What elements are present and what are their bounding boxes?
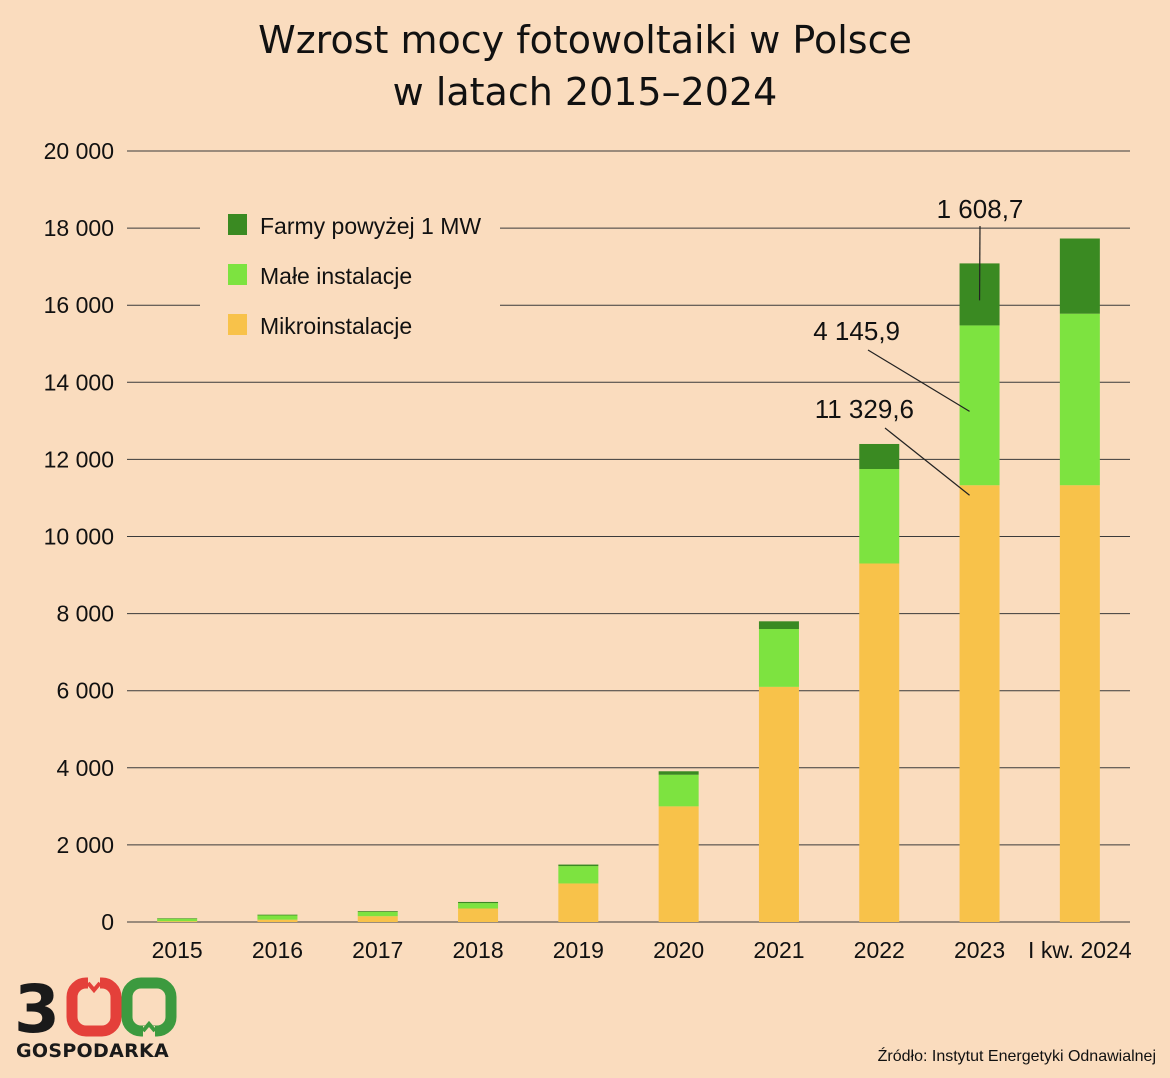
bar-segment <box>1059 485 1100 922</box>
bar-segment <box>758 686 799 922</box>
annotation-leader-line <box>884 427 970 496</box>
legend-label: Małe instalacje <box>260 263 412 289</box>
y-tick-label: 0 <box>101 909 114 935</box>
x-tick-label: 2021 <box>753 937 804 963</box>
bar-segment <box>558 866 599 884</box>
bar-segment <box>558 883 599 922</box>
bar-segment <box>357 911 398 917</box>
legend-swatch <box>228 314 247 335</box>
bars <box>157 238 1100 922</box>
y-tick-label: 10 000 <box>44 524 114 550</box>
logo-digits: 3 <box>14 976 177 1038</box>
y-tick-label: 8 000 <box>56 601 114 627</box>
y-tick-label: 14 000 <box>44 369 114 395</box>
x-tick-label: 2018 <box>452 937 503 963</box>
x-tick-label: 2019 <box>553 937 604 963</box>
x-tick-label: 2017 <box>352 937 403 963</box>
x-tick-label: 2016 <box>252 937 303 963</box>
bar-segment <box>257 914 298 916</box>
logo-text: GOSPODARKA <box>16 1040 170 1062</box>
x-tick-label: 2020 <box>653 937 704 963</box>
y-axis-ticks: 0 2 000 4 000 6 000 8 000 10 000 12 000 14 000 1… <box>44 138 114 935</box>
bar-segment <box>257 919 298 922</box>
y-tick-label: 2 000 <box>56 832 114 858</box>
x-tick-label: 2022 <box>854 937 905 963</box>
y-tick-label: 18 000 <box>44 215 114 241</box>
bar-segment <box>758 621 799 630</box>
bar-segment <box>157 918 198 919</box>
bar-segment <box>658 771 699 775</box>
bar-segment <box>959 485 1000 922</box>
y-tick-label: 16 000 <box>44 292 114 318</box>
bar-segment <box>658 806 699 922</box>
logo-digit-3: 3 <box>14 976 60 1038</box>
legend-swatch <box>228 214 247 235</box>
y-tick-label: 6 000 <box>56 678 114 704</box>
bar-segment <box>357 911 398 912</box>
bar-segment <box>859 443 900 470</box>
legend-label: Farmy powyżej 1 MW <box>260 213 481 239</box>
y-tick-label: 4 000 <box>56 755 114 781</box>
legend-swatch <box>228 264 247 285</box>
y-tick-label: 20 000 <box>44 138 114 164</box>
bar-segment <box>558 864 599 867</box>
bar-segment <box>458 901 499 904</box>
annotation-label: 1 608,7 <box>937 194 1024 224</box>
logo-300gospodarka: 3 GOSPODARKA <box>14 976 184 1066</box>
bar-segment <box>157 921 198 922</box>
y-tick-label: 12 000 <box>44 446 114 472</box>
legend-label: Mikroinstalacje <box>260 313 412 339</box>
x-tick-label: 2015 <box>152 937 203 963</box>
source-note: Źródło: Instytut Energetyki Odnawialnej <box>877 1048 1156 1065</box>
bar-segment <box>859 563 900 922</box>
bar-segment <box>1059 238 1100 314</box>
bar-segment <box>257 915 298 920</box>
chart-title: Wzrost mocy fotowoltaiki w Polsce w lata… <box>0 14 1170 118</box>
annotation-label: 4 145,9 <box>813 316 900 346</box>
bar-segment <box>357 916 398 922</box>
title-line-1: Wzrost mocy fotowoltaiki w Polsce <box>258 18 912 62</box>
bar-segment <box>458 908 499 922</box>
legend-background <box>200 198 500 348</box>
annotation-label: 11 329,6 <box>815 394 914 424</box>
bar-segment <box>959 325 1000 486</box>
annotation-leader-line <box>867 349 970 412</box>
bar-segment <box>859 469 900 564</box>
bar-segment <box>157 918 198 922</box>
x-axis-ticks: 2015 2016 2017 2018 2019 2020 2021 2022 2023 I kw… <box>152 937 1132 963</box>
bar-segment <box>658 774 699 807</box>
x-tick-label: I kw. 2024 <box>1028 937 1132 963</box>
bar-segment <box>458 903 499 909</box>
title-line-2: w latach 2015–2024 <box>392 70 778 114</box>
annotations: 1 608,7 4 145,9 11 329,6 <box>813 194 1024 496</box>
bar-segment <box>758 629 799 687</box>
bar-segment <box>1059 313 1100 486</box>
x-tick-label: 2023 <box>954 937 1005 963</box>
legend: Farmy powyżej 1 MW Małe instalacje Mikroin… <box>200 198 500 348</box>
